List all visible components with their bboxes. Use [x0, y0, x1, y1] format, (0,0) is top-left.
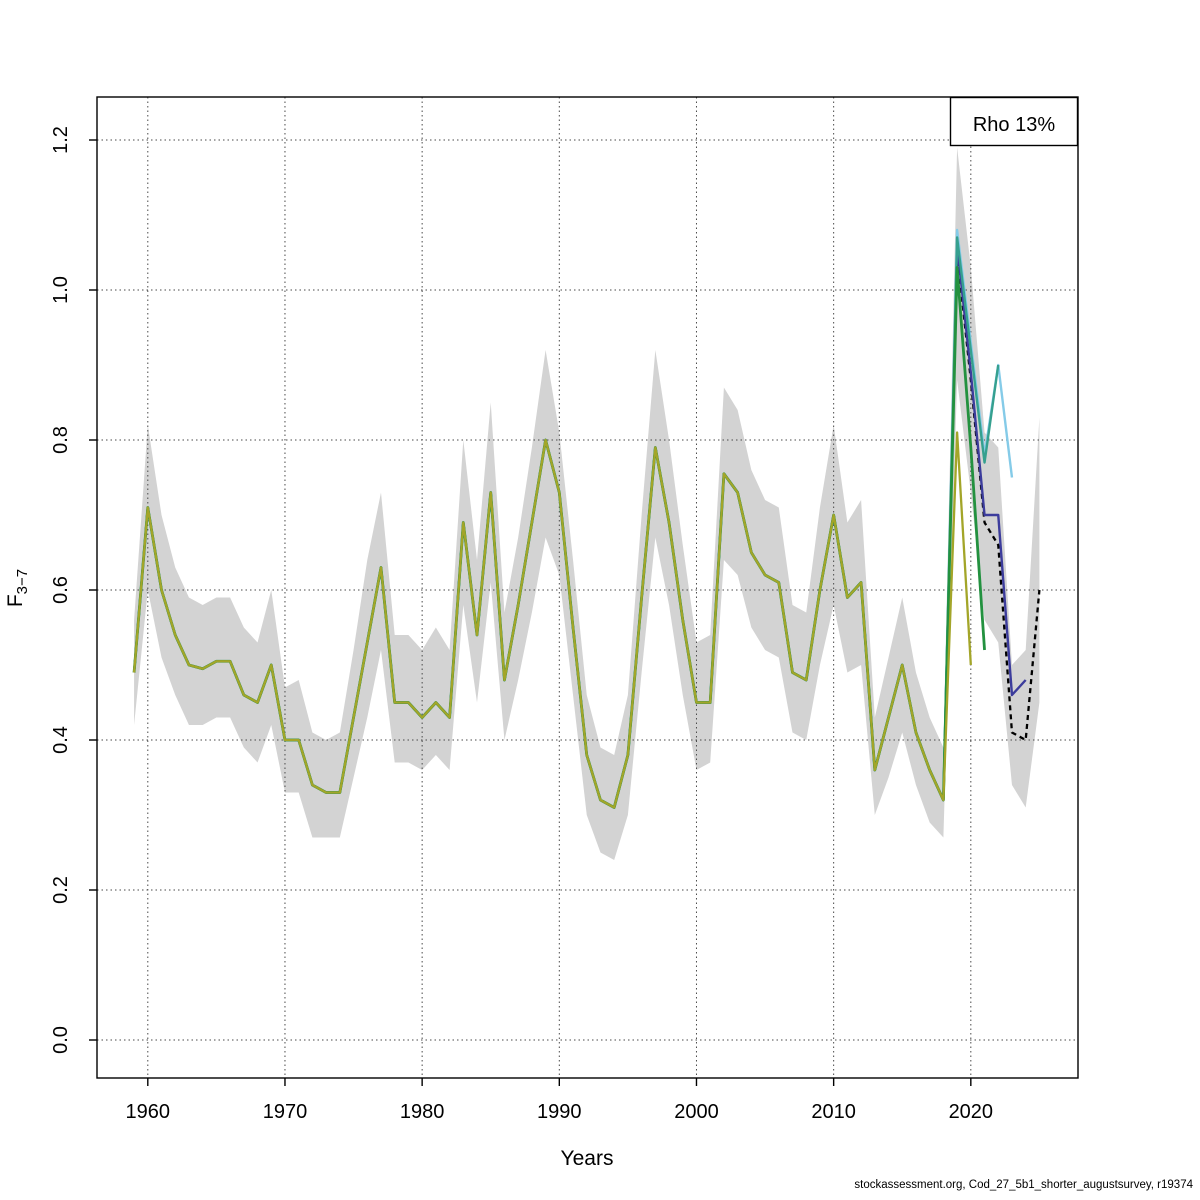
footer-credit: stockassessment.org, Cod_27_5b1_shorter_… — [854, 1179, 1193, 1191]
y-axis-title-base: F — [4, 594, 27, 607]
x-tick-label: 1960 — [126, 1101, 171, 1123]
y-axis-title-subscript: 3−7 — [14, 569, 31, 594]
y-tick-label: 1.2 — [50, 126, 72, 154]
x-tick-label: 2010 — [811, 1101, 856, 1123]
rho-badge-label: Rho 13% — [973, 114, 1055, 136]
y-tick-label: 1.0 — [50, 276, 72, 304]
x-axis-title: Years — [561, 1147, 614, 1170]
axis-ticks: 1960 1970 1980 1990 2000 2010 2020 0.0 0.2 0.4 0.6… — [50, 126, 993, 1123]
plot-border — [96, 96, 1079, 1079]
y-tick-label: 0.4 — [50, 726, 72, 754]
y-tick-label: 0.6 — [50, 576, 72, 604]
grid-lines — [97, 97, 1078, 1078]
y-tick-label: 0.0 — [50, 1026, 72, 1054]
x-tick-label: 1980 — [400, 1101, 445, 1123]
y-tick-label: 0.8 — [50, 426, 72, 454]
rho-badge-box — [949, 96, 1079, 147]
y-axis-title: F3−7 — [4, 569, 31, 607]
x-tick-label: 2000 — [674, 1101, 719, 1123]
rho-badge: Rho 13% — [949, 96, 1079, 147]
x-tick-label: 1990 — [537, 1101, 582, 1123]
retro-peel-2020-line — [132, 431, 972, 809]
data-series — [132, 228, 1041, 809]
x-tick-label: 2020 — [949, 1101, 994, 1123]
x-tick-label: 1970 — [263, 1101, 308, 1123]
y-tick-label: 0.2 — [50, 876, 72, 904]
